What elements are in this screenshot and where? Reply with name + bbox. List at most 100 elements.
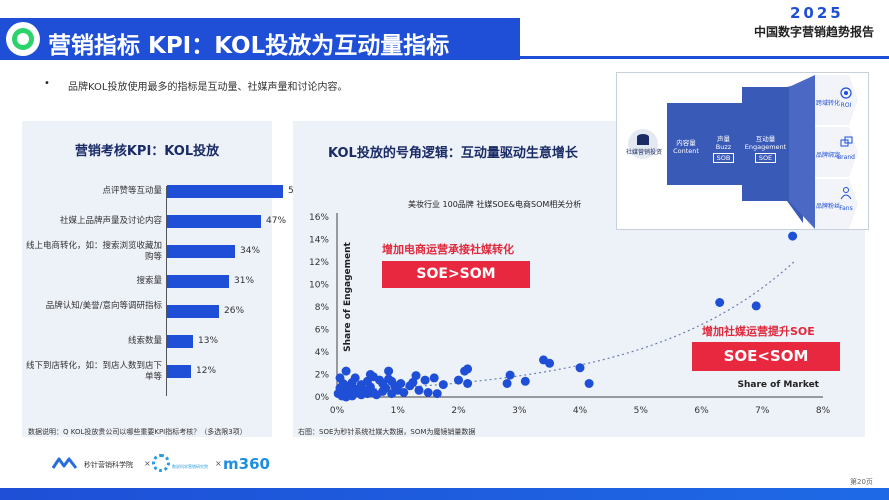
- scatter-point: [384, 374, 394, 384]
- title-banner: [0, 18, 520, 60]
- scatter-point: [463, 379, 473, 388]
- funnel-buzz-label: 声量 Buzz SOB: [705, 135, 742, 163]
- scatter-point: [454, 375, 463, 385]
- scatter-point: [584, 379, 594, 388]
- scatter-point: [411, 371, 421, 381]
- scatter-point: [463, 364, 473, 374]
- scatter-data-note: 右图：SOE为秒针系统社媒大数据，SOM为魔镜销量数据: [298, 428, 476, 436]
- callout-social-label: 增加社媒运营提升SOE: [702, 325, 815, 338]
- y-tick-label: 0%: [315, 393, 330, 403]
- x-tick-label: 8%: [816, 406, 831, 416]
- scatter-point: [502, 379, 512, 388]
- kpi-panel: [22, 121, 272, 437]
- scatter-point: [788, 231, 798, 241]
- scatter-point: [520, 376, 530, 386]
- scatter-point: [341, 366, 351, 376]
- callout-ecommerce-label: 增加电商运营承接社媒转化: [382, 243, 514, 256]
- scatter-point: [751, 301, 761, 311]
- bullet-dot: •: [44, 78, 50, 89]
- bar-value-label: 12%: [196, 366, 217, 376]
- bar-value-label: 34%: [240, 246, 261, 256]
- x-tick-label: 0%: [330, 406, 345, 416]
- page-number: 第20页: [850, 478, 873, 486]
- research-institute-logo-icon: [152, 454, 170, 472]
- research-institute-logo-text: 数说科学营销研究院: [172, 464, 208, 469]
- funnel-sob-tag: SOB: [712, 153, 735, 163]
- y-tick-label: 2%: [315, 371, 330, 381]
- outcome-brand-label: 品牌绑定: [815, 152, 840, 159]
- bar: [167, 245, 235, 258]
- kpi-panel-title: 营销考核KPI：KOL投放: [74, 144, 220, 159]
- bar-value-label: 31%: [234, 276, 255, 286]
- scatter-chart-title: 美妆行业 100品牌 社媒SOE&电商SOM相关分析: [408, 200, 582, 209]
- scatter-point: [341, 392, 351, 402]
- scatter-point: [420, 375, 430, 385]
- x-tick-label: 3%: [512, 406, 527, 416]
- bar: [167, 335, 193, 348]
- x-tick-label: 2%: [451, 406, 466, 416]
- header-divider: [520, 56, 889, 59]
- scatter-point: [429, 373, 439, 383]
- bar: [167, 365, 191, 378]
- footer-band: [0, 488, 889, 500]
- bar: [167, 215, 261, 228]
- funnel-engagement-cn: 互动量: [755, 135, 776, 143]
- x-tick-label: 1%: [391, 406, 406, 416]
- scatter-point: [384, 366, 394, 376]
- m360-logo: m360: [223, 455, 270, 473]
- outcome-fans-tag: Fans: [839, 205, 853, 212]
- y-tick-label: 16%: [309, 213, 329, 223]
- trend-line: [339, 259, 797, 392]
- logo-separator: ×: [144, 459, 151, 468]
- scatter-point: [414, 385, 424, 395]
- outcome-roi-tag: ROI: [840, 102, 852, 109]
- funnel-content-label: 内容量 Content: [667, 139, 705, 155]
- funnel-content-cn: 内容量: [676, 139, 696, 147]
- x-tick-label: 5%: [634, 406, 649, 416]
- scatter-point: [715, 298, 725, 307]
- bar-category-label: 社媒上品牌声量及讨论内容: [59, 216, 162, 226]
- scatter-point: [399, 388, 409, 397]
- funnel-buzz-cn: 声量: [717, 135, 730, 143]
- funnel-shape: [628, 75, 858, 229]
- report-name: 中国数字营销趋势报告: [754, 25, 875, 39]
- bar-category-label: 点评赞等互动量: [102, 186, 162, 196]
- bar-category-label: 线下到店转化，如：到店人数到店下单等: [25, 361, 162, 382]
- bullet-text: 品牌KOL投放使用最多的指标是互动量、社媒声量和讨论内容。: [68, 82, 348, 93]
- scatter-point: [378, 386, 388, 396]
- scatter-point: [575, 363, 585, 373]
- funnel-content-en: Content: [673, 147, 699, 155]
- scatter-point: [405, 381, 415, 391]
- bar-category-label: 搜索量: [136, 276, 162, 286]
- scatter-point: [545, 358, 555, 368]
- bar-value-label: 13%: [198, 336, 219, 346]
- miaozhen-logo-text: 秒针营销科学院: [84, 461, 133, 469]
- y-tick-label: 12%: [309, 258, 329, 268]
- bar: [167, 305, 219, 318]
- scatter-panel-title: KOL投放的号角逻辑：互动量驱动生意增长: [328, 146, 578, 161]
- outcome-fans-label: 品牌粉丝: [815, 203, 840, 210]
- bar: [167, 275, 229, 288]
- bar-axis-line: [166, 186, 167, 396]
- report-year: 2025: [790, 4, 844, 22]
- ring-logo-center: [17, 33, 29, 45]
- scatter-point: [396, 379, 406, 388]
- kpi-data-note: 数据说明：Q KOL投放贵公司以哪些重要KPI指标考核？（多选限3项）: [28, 428, 247, 436]
- bar: [167, 185, 283, 198]
- callout-soe-lt-som: SOE<SOM: [692, 342, 840, 371]
- scatter-point: [438, 380, 448, 390]
- callout-soe-gt-som: SOE>SOM: [382, 261, 530, 288]
- x-tick-label: 4%: [573, 406, 588, 416]
- y-tick-label: 4%: [315, 348, 330, 358]
- funnel-buzz-en: Buzz: [715, 143, 732, 151]
- logo-separator: ×: [215, 459, 222, 468]
- y-axis-title: Share of Engagement: [343, 241, 353, 351]
- funnel-source-label: 社媒营销投资: [625, 149, 662, 156]
- scatter-point: [365, 370, 375, 379]
- y-tick-label: 14%: [309, 236, 329, 246]
- funnel-diagram: 社媒营销投资 内容量 Content 声量 Buzz SOB 互动量 Engagemen…: [616, 72, 869, 230]
- scatter-point: [387, 389, 397, 399]
- x-tick-label: 6%: [694, 406, 709, 416]
